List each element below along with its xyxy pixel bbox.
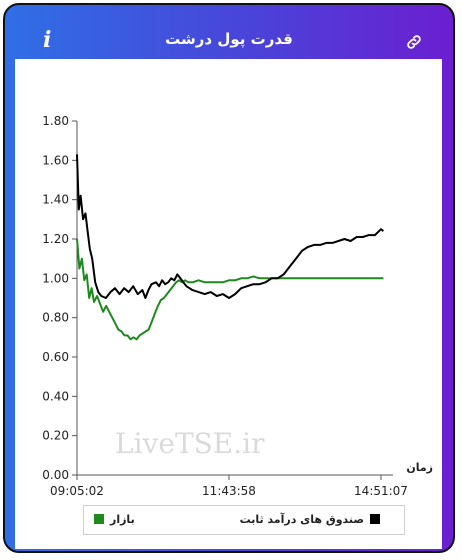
widget-header: i قدرت پول درشت [5, 5, 453, 59]
legend-swatch-fixed-income-funds [370, 514, 380, 524]
x-tick-label: 11:43:58 [202, 484, 256, 498]
y-tick-label: 0.00 [42, 468, 69, 482]
x-tick-label: 14:51:07 [354, 484, 408, 498]
y-tick-label: 0.80 [42, 311, 69, 325]
y-tick-label: 0.60 [42, 350, 69, 364]
legend-item-fixed-income-funds[interactable]: صندوق های درآمد ثابت [240, 512, 380, 526]
legend-label-market: بازار [110, 512, 135, 526]
y-tick-label: 1.00 [42, 271, 69, 285]
link-icon[interactable] [405, 33, 423, 51]
chart-legend: صندوق های درآمد ثابت بازار [83, 505, 405, 535]
line-chart: 0.00 0.20 0.40 0.60 0.80 1.00 1.20 1.40 1.60 1.80… [42, 114, 433, 498]
legend-label-fixed-income-funds: صندوق های درآمد ثابت [239, 512, 364, 526]
info-icon[interactable]: i [43, 27, 52, 53]
series-lines [76, 154, 385, 341]
x-axis-label: زمان [406, 461, 433, 474]
legend-swatch-market [94, 514, 104, 524]
series-line-market [76, 238, 384, 341]
y-tick-label: 1.80 [42, 114, 69, 128]
y-tick-label: 1.40 [42, 193, 69, 207]
x-tick-label: 09:05:02 [50, 484, 104, 498]
widget-title: قدرت پول درشت [165, 30, 293, 48]
y-tick-label: 0.20 [42, 429, 69, 443]
legend-item-market[interactable]: بازار [94, 512, 135, 526]
y-axis: 0.00 0.20 0.40 0.60 0.80 1.00 1.20 1.40 1.60 1.80 [42, 114, 78, 482]
y-tick-label: 1.20 [42, 232, 69, 246]
chart-panel: 0.00 0.20 0.40 0.60 0.80 1.00 1.20 1.40 1.60 1.80… [15, 59, 442, 549]
widget-frame: i قدرت پول درشت 0.00 0.20 0.40 0.60 0.80 1.00… [3, 3, 455, 553]
series-line-fixed-income-funds [76, 154, 385, 299]
y-tick-label: 0.40 [42, 389, 69, 403]
y-tick-label: 1.60 [42, 153, 69, 167]
x-axis: 09:05:02 11:43:58 14:51:07 [50, 474, 408, 498]
